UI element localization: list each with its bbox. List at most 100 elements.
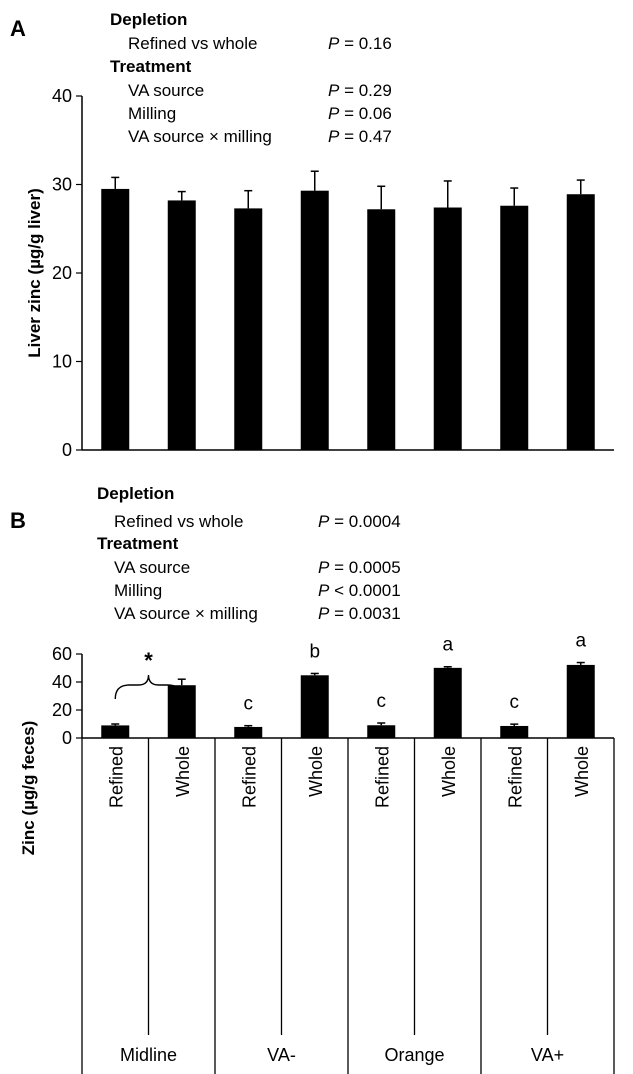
panel-a-treatment-row-p: P = 0.29 bbox=[328, 81, 392, 100]
panel-b-bracket: * bbox=[114, 648, 183, 700]
y-tick-label: 10 bbox=[52, 352, 72, 372]
p-value: = 0.06 bbox=[339, 104, 391, 123]
p-symbol: P bbox=[318, 581, 330, 600]
p-value: = 0.0004 bbox=[329, 512, 400, 531]
category-label: Refined bbox=[372, 746, 392, 808]
panel-a-depletion-row-p: P = 0.16 bbox=[328, 34, 392, 53]
panel-a-treatment-row-label: VA source × milling bbox=[128, 127, 272, 146]
significance-letter: c bbox=[244, 694, 254, 715]
panel-a-treatment-heading: Treatment bbox=[110, 57, 192, 76]
group-label: VA+ bbox=[531, 1045, 564, 1065]
category-label: Refined bbox=[239, 746, 259, 808]
panel-b-treatment-row-label: Milling bbox=[114, 581, 162, 600]
p-value: = 0.0005 bbox=[329, 558, 400, 577]
panel-b-stats: Depletion Refined vs whole P = 0.0004 Tr… bbox=[97, 484, 401, 623]
panel-a-treatment-row-label: VA source bbox=[128, 81, 204, 100]
p-value: = 0.47 bbox=[339, 127, 391, 146]
panel-a-y-axis-label: Liver zinc (µg/g liver) bbox=[25, 188, 44, 357]
panel-b-category-labels: Refined Whole Refined Whole Refined Whole Refi… bbox=[106, 746, 592, 808]
category-label: Whole bbox=[572, 746, 592, 797]
bar bbox=[101, 188, 130, 451]
panel-b-significance-letters: c b c a c a bbox=[244, 631, 587, 715]
p-value: = 0.29 bbox=[339, 81, 391, 100]
y-tick-label: 40 bbox=[52, 86, 72, 106]
significance-letter: a bbox=[575, 631, 586, 652]
y-tick-label: 40 bbox=[52, 672, 72, 692]
group-label: VA- bbox=[267, 1045, 296, 1065]
panel-a-stats: Depletion Refined vs whole P = 0.16 Trea… bbox=[110, 10, 392, 146]
curly-bracket bbox=[114, 674, 183, 700]
panel-b-treatment-row-label: VA source bbox=[114, 558, 190, 577]
p-symbol: P bbox=[328, 104, 340, 123]
significance-letter: c bbox=[377, 691, 387, 712]
panel-b-depletion-row-label: Refined vs whole bbox=[114, 512, 243, 531]
bar bbox=[234, 726, 263, 738]
bar bbox=[300, 675, 329, 738]
category-label: Whole bbox=[306, 746, 326, 797]
panel-b-treatment-heading: Treatment bbox=[97, 534, 179, 553]
panel-a-y-ticks: 0 10 20 30 40 bbox=[52, 86, 82, 460]
bar bbox=[167, 685, 196, 738]
p-symbol: P bbox=[318, 558, 330, 577]
bar bbox=[500, 725, 529, 738]
panel-a-bars bbox=[101, 170, 595, 451]
panel-a-depletion-row-label: Refined vs whole bbox=[128, 34, 257, 53]
panel-a-depletion-heading: Depletion bbox=[110, 10, 187, 29]
bar bbox=[367, 209, 396, 450]
p-value: = 0.16 bbox=[339, 34, 391, 53]
panel-b-treatment-row-label: VA source × milling bbox=[114, 604, 258, 623]
bar bbox=[433, 667, 462, 738]
bar bbox=[101, 725, 130, 738]
y-tick-label: 30 bbox=[52, 175, 72, 195]
bar bbox=[300, 190, 329, 450]
significance-asterisk: * bbox=[144, 648, 153, 673]
significance-letter: b bbox=[309, 641, 320, 662]
category-label: Refined bbox=[505, 746, 525, 808]
panel-b-treatment-row-p: P = 0.0031 bbox=[318, 604, 401, 623]
panel-b-group-labels: Midline VA- Orange VA+ bbox=[120, 1045, 564, 1065]
panel-a: A Depletion Refined vs whole P = 0.16 Tr… bbox=[10, 10, 614, 460]
category-label: Whole bbox=[173, 746, 193, 797]
bar bbox=[566, 194, 595, 450]
panel-a-treatment-row-label: Milling bbox=[128, 104, 176, 123]
y-tick-label: 20 bbox=[52, 263, 72, 283]
panel-a-axes bbox=[81, 96, 614, 451]
category-label: Whole bbox=[439, 746, 459, 797]
p-symbol: P bbox=[328, 127, 340, 146]
bar bbox=[500, 205, 529, 450]
panel-b-treatment-row-p: P = 0.0005 bbox=[318, 558, 401, 577]
p-symbol: P bbox=[328, 34, 340, 53]
p-symbol: P bbox=[328, 81, 340, 100]
panel-a-label: A bbox=[10, 16, 26, 41]
panel-b-depletion-row-p: P = 0.0004 bbox=[318, 512, 401, 531]
bar bbox=[234, 208, 263, 450]
y-tick-label: 60 bbox=[52, 644, 72, 664]
bar bbox=[167, 200, 196, 450]
bar bbox=[566, 664, 595, 738]
panel-b-label: B bbox=[10, 508, 26, 533]
significance-letter: c bbox=[510, 692, 520, 713]
p-symbol: P bbox=[318, 604, 330, 623]
p-symbol: P bbox=[318, 512, 330, 531]
bar bbox=[367, 725, 396, 738]
panel-b-y-axis-label: Zinc (µg/g feces) bbox=[19, 721, 38, 855]
panel-a-treatment-row-p: P = 0.47 bbox=[328, 127, 392, 146]
panel-b-bars bbox=[101, 661, 595, 738]
y-tick-label: 20 bbox=[52, 700, 72, 720]
bar bbox=[433, 207, 462, 450]
group-label: Midline bbox=[120, 1045, 177, 1065]
panel-b-treatment-row-p: P < 0.0001 bbox=[318, 581, 401, 600]
p-value: < 0.0001 bbox=[329, 581, 400, 600]
panel-b: B Depletion Refined vs whole P = 0.0004 … bbox=[10, 484, 615, 1074]
y-tick-label: 0 bbox=[62, 728, 72, 748]
p-value: = 0.0031 bbox=[329, 604, 400, 623]
group-label: Orange bbox=[384, 1045, 444, 1065]
panel-b-y-ticks: 0 20 40 60 bbox=[52, 644, 82, 748]
significance-letter: a bbox=[442, 635, 453, 656]
panel-a-treatment-row-p: P = 0.06 bbox=[328, 104, 392, 123]
category-label: Refined bbox=[106, 746, 126, 808]
panel-b-depletion-heading: Depletion bbox=[97, 484, 174, 503]
y-tick-label: 0 bbox=[62, 440, 72, 460]
panel-b-axes bbox=[81, 654, 615, 1074]
